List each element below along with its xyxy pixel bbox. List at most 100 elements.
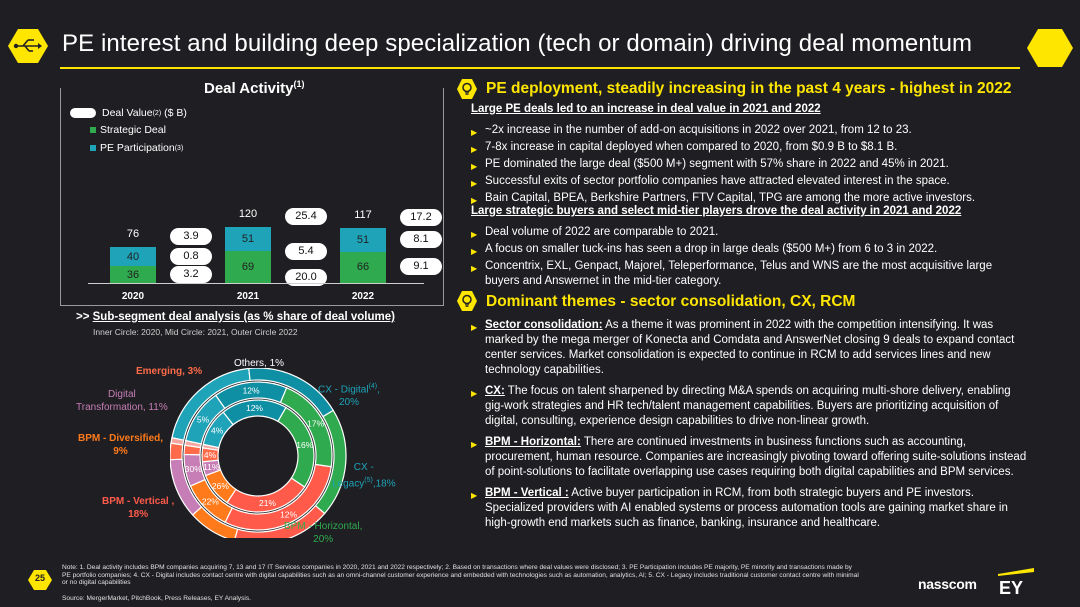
lightbulb-icon bbox=[457, 79, 477, 99]
label-others: Others, 1% bbox=[234, 358, 285, 369]
arrow-bullet-icon: ▶ bbox=[471, 491, 478, 500]
donut-slice bbox=[201, 443, 220, 451]
arrow-bullet-icon: ▶ bbox=[471, 389, 478, 398]
donut-pct-label: 4% bbox=[211, 426, 224, 436]
label-part: BPM - Horizontal, bbox=[284, 521, 363, 532]
deal-activity-title: Deal Activity(1) bbox=[198, 79, 311, 97]
label-part: Transformation, 11% bbox=[76, 402, 168, 413]
title-underline bbox=[60, 67, 1020, 69]
label-part: 18% bbox=[128, 509, 149, 520]
legend-sup: (2) bbox=[152, 109, 162, 117]
theme-heading: BPM - Vertical : bbox=[485, 487, 569, 499]
label-digital-transformation: Digital Transformation, 11% bbox=[76, 388, 168, 414]
bullet-text: Concentrix, EXL, Genpact, Majorel, Telep… bbox=[485, 260, 993, 287]
deal-value-total-pill: 25.4 bbox=[285, 207, 327, 225]
donut-pct-label: 5% bbox=[197, 414, 210, 424]
deal-value-pe-pill: 8.1 bbox=[400, 230, 442, 248]
section1-bullets-1: ▶ ~2x increase in the number of add-on ac… bbox=[471, 123, 1031, 208]
bullet-text: Bain Capital, BPEA, Berkshire Partners, … bbox=[485, 192, 976, 204]
title-text: Sub-segment deal analysis (as % share of… bbox=[92, 311, 395, 323]
label-part: 20% bbox=[338, 397, 359, 409]
arrow-bullet-icon: ▶ bbox=[471, 247, 478, 256]
donut-pct-label: 16% bbox=[296, 440, 313, 450]
donut-slice bbox=[170, 436, 185, 446]
label-part: , bbox=[377, 384, 380, 396]
deal-value-strategic-pill: 3.2 bbox=[170, 265, 212, 283]
label-part: 9% bbox=[113, 446, 128, 457]
page-number-badge bbox=[28, 570, 52, 590]
donut-pct-label: 4% bbox=[204, 450, 217, 460]
bar-total-label: 76 bbox=[126, 228, 140, 241]
label-emerging: Emerging, 3% bbox=[136, 366, 203, 377]
ey-logo: EY bbox=[998, 568, 1034, 596]
label-bpm-horizontal: BPM - Horizontal, 20% bbox=[284, 520, 362, 546]
page-number: 25 bbox=[34, 573, 45, 583]
label-sup: (5) bbox=[364, 477, 373, 484]
pe-bar: 40 bbox=[110, 247, 156, 267]
bullet-text: ~2x increase in the number of add-on acq… bbox=[485, 124, 912, 136]
arrow-bullet-icon: ▶ bbox=[471, 145, 478, 154]
donut-pct-label: 11% bbox=[203, 462, 220, 472]
legend-label: Strategic Deal bbox=[100, 124, 166, 136]
donut-pct-label: 22% bbox=[202, 497, 219, 507]
theme-text: CX: The focus on talent sharpened by dir… bbox=[485, 384, 1031, 429]
theme-text: BPM - Vertical : Active buyer participat… bbox=[485, 486, 1031, 531]
bar-total-label: 120 bbox=[238, 207, 258, 220]
label-bpm-diversified: BPM - Diversified, 9% bbox=[78, 432, 163, 458]
bullet-item: ▶ PE dominated the large deal ($500 M+) s… bbox=[471, 157, 1031, 174]
year-label: 2022 bbox=[351, 291, 375, 302]
label-part: CX - bbox=[353, 462, 374, 473]
bullet-item: ▶ Deal volume of 2022 are comparable to 2… bbox=[471, 225, 1026, 242]
strategic-bar: 36 bbox=[110, 266, 156, 283]
arrow-bullet-icon: ▶ bbox=[471, 179, 478, 188]
label-cx-digital: CX - Digital(4), 20% bbox=[318, 380, 380, 409]
legend-sup: (3) bbox=[174, 144, 184, 152]
pe-bar: 51 bbox=[225, 226, 271, 251]
theme-body: As a theme it was prominent in 2022 with… bbox=[485, 319, 1015, 376]
pe-swatch bbox=[90, 145, 96, 151]
deal-value-strategic-pill: 9.1 bbox=[400, 258, 442, 276]
deal-value-pe-pill: 0.8 bbox=[170, 247, 212, 265]
arrow-bullet-icon: ▶ bbox=[471, 162, 478, 171]
donut-pct-label: 12% bbox=[280, 509, 297, 519]
legend-label: Deal Value bbox=[102, 107, 153, 119]
arrow-bullet-icon: ▶ bbox=[471, 196, 478, 205]
theme-item: ▶ BPM - Vertical : Active buyer participa… bbox=[471, 486, 1031, 531]
subsegment-donut-chart: 4%12%16%21%26%11%4%5%12%17%12%22%30% bbox=[170, 368, 347, 538]
page-title: PE interest and building deep specializa… bbox=[62, 30, 973, 57]
bullet-item: ▶ 7-8x increase in capital deployed when … bbox=[471, 140, 1031, 157]
bullet-item: ▶ A focus on smaller tuck-ins has seen a … bbox=[471, 242, 1026, 259]
donut-slice bbox=[184, 439, 202, 449]
legend-unit: ($ B) bbox=[164, 107, 187, 119]
label-part: Legacy bbox=[332, 478, 365, 490]
label-part: 20% bbox=[313, 534, 334, 545]
section2-themes: ▶ Sector consolidation: As a theme it was… bbox=[471, 318, 1031, 531]
year-label: 2021 bbox=[236, 291, 260, 302]
footnote: Note: 1. Deal activity includes BPM comp… bbox=[62, 564, 859, 587]
donut-pct-label: 21% bbox=[259, 498, 276, 508]
section1-title: PE deployment, steadily increasing in th… bbox=[486, 80, 1012, 97]
donut-pct-label: 26% bbox=[212, 481, 229, 491]
legend-pe: PE Participation (3) bbox=[90, 142, 183, 154]
ey-logo-text: EY bbox=[999, 578, 1023, 596]
year-label: 2020 bbox=[121, 291, 145, 302]
bullet-item: ▶ ~2x increase in the number of add-on ac… bbox=[471, 123, 1031, 140]
theme-body: Active buyer participation in RCM, from … bbox=[485, 487, 1008, 529]
section2-title: Dominant themes - sector consolidation, … bbox=[486, 293, 856, 310]
section1-subheading-1: Large PE deals led to an increase in dea… bbox=[471, 103, 821, 115]
bullet-text: Successful exits of sector portfolio com… bbox=[485, 175, 950, 187]
theme-text: Sector consolidation: As a theme it was … bbox=[485, 318, 1031, 378]
subsegment-title: >> Sub-segment deal analysis (as % share… bbox=[76, 311, 395, 323]
lightbulb-icon bbox=[457, 291, 477, 311]
arrow-bullet-icon: ▶ bbox=[471, 128, 478, 137]
donut-pct-label: 30% bbox=[185, 464, 202, 474]
pe-bar: 51 bbox=[340, 228, 386, 252]
theme-heading: CX: bbox=[485, 385, 505, 397]
deal-value-strategic-pill: 20.0 bbox=[285, 268, 327, 286]
bullet-text: PE dominated the large deal ($500 M+) se… bbox=[485, 158, 949, 170]
section1-bullets-2: ▶ Deal volume of 2022 are comparable to 2… bbox=[471, 225, 1026, 289]
donut-slice bbox=[170, 442, 184, 461]
deal-value-total-pill: 3.9 bbox=[170, 228, 212, 246]
deal-activity-panel bbox=[60, 88, 444, 306]
label-bpm-vertical: BPM - Vertical , 18% bbox=[102, 495, 174, 521]
